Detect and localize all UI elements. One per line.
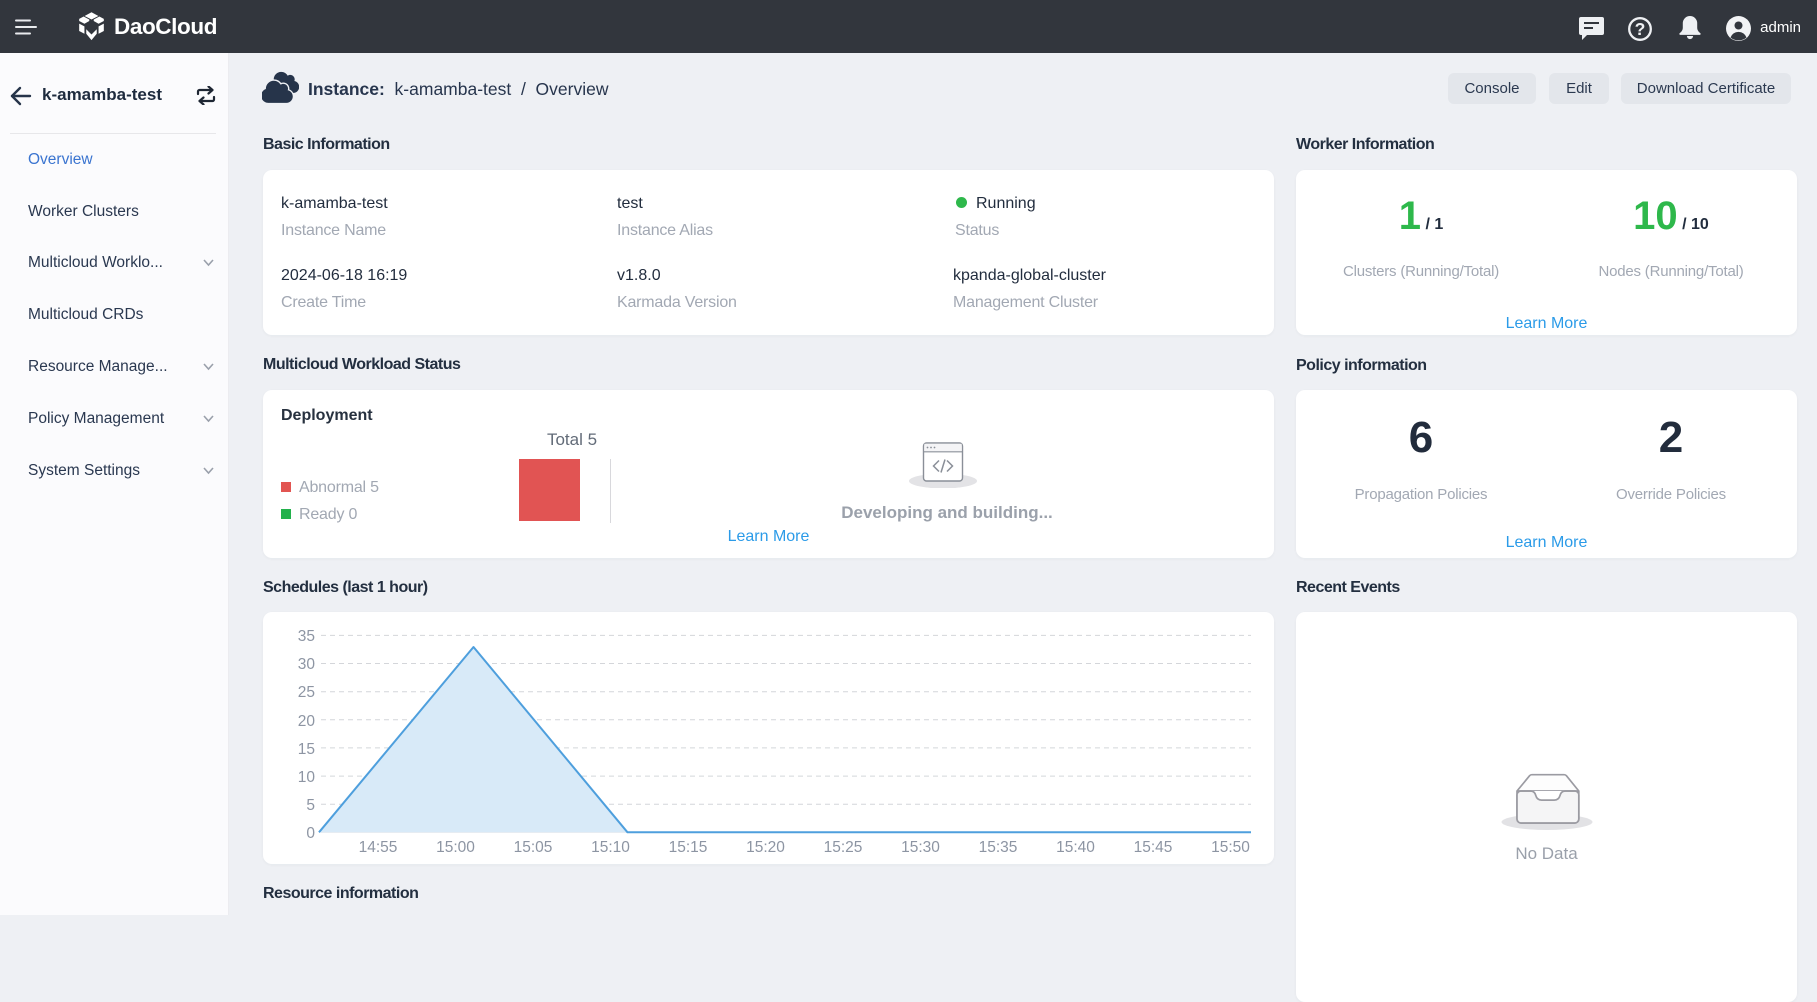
svg-text:25: 25 xyxy=(298,684,315,701)
svg-text:15:35: 15:35 xyxy=(979,839,1018,856)
svg-text:15:10: 15:10 xyxy=(591,839,630,856)
svg-text:14:55: 14:55 xyxy=(359,839,398,856)
svg-text:15:20: 15:20 xyxy=(746,839,785,856)
svg-text:15:30: 15:30 xyxy=(901,839,940,856)
svg-text:15:00: 15:00 xyxy=(436,839,475,856)
svg-text:0: 0 xyxy=(306,825,315,842)
svg-text:10: 10 xyxy=(298,769,316,786)
svg-text:30: 30 xyxy=(298,656,316,673)
svg-text:15:15: 15:15 xyxy=(669,839,708,856)
svg-text:15:25: 15:25 xyxy=(824,839,863,856)
svg-text:5: 5 xyxy=(306,797,315,814)
svg-text:20: 20 xyxy=(298,713,316,730)
svg-text:15:05: 15:05 xyxy=(514,839,553,856)
svg-text:15:50: 15:50 xyxy=(1211,839,1250,856)
svg-text:35: 35 xyxy=(298,628,315,645)
svg-text:15:45: 15:45 xyxy=(1134,839,1173,856)
svg-text:15: 15 xyxy=(298,741,315,758)
svg-text:?: ? xyxy=(1635,19,1646,39)
svg-text:15:40: 15:40 xyxy=(1056,839,1095,856)
